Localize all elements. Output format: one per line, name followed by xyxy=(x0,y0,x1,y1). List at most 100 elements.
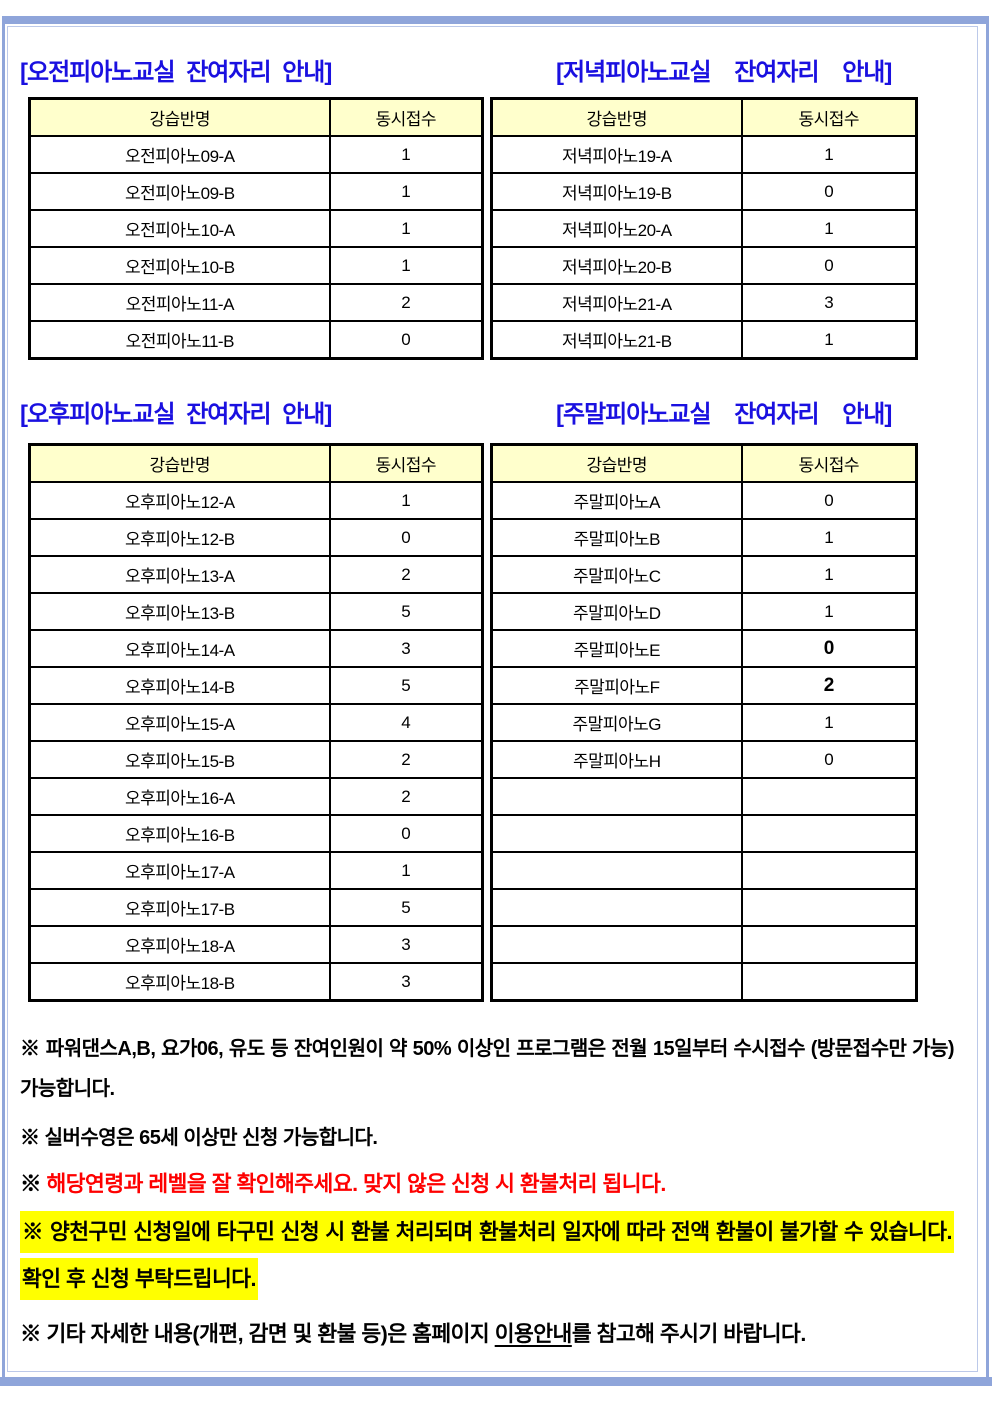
class-name-cell xyxy=(490,814,743,853)
notes-section: ※ 파워댄스A,B, 요가06, 유도 등 잔여인원이 약 50% 이상인 프로… xyxy=(20,1029,955,1353)
document-content: [오전피아노교실 잔여자리 안내] [저녁피아노교실 잔여자리 안내] 강습반명… xyxy=(8,26,984,1353)
column-header-class-name: 강습반명 xyxy=(490,97,743,137)
class-name-cell: 오후피아노14-B xyxy=(28,666,331,705)
class-name-cell: 오후피아노15-A xyxy=(28,703,331,742)
class-name-cell: 오후피아노13-B xyxy=(28,592,331,631)
class-name-cell: 오후피아노17-B xyxy=(28,888,331,927)
column-header-concurrent-count: 동시접수 xyxy=(328,97,484,137)
table-row: 오후피아노17-B 5 xyxy=(28,888,484,927)
concurrent-count-cell: 3 xyxy=(328,962,484,1002)
section-title-morning-piano: [오전피아노교실 잔여자리 안내] xyxy=(20,59,332,86)
concurrent-count-cell: 1 xyxy=(740,555,918,594)
table-row: 오후피아노13-A 2 xyxy=(28,555,484,594)
table-row: 오후피아노18-B 3 xyxy=(28,962,484,1002)
concurrent-count-cell: 2 xyxy=(328,283,484,322)
table-row: 오전피아노11-A 2 xyxy=(28,283,484,322)
concurrent-count-cell xyxy=(740,777,918,816)
note-marker: ※ xyxy=(22,1220,44,1244)
table-row: 오전피아노10-A 1 xyxy=(28,209,484,248)
class-name-cell: 오후피아노12-A xyxy=(28,481,331,520)
table-row xyxy=(490,962,918,1002)
class-name-cell: 주말피아노C xyxy=(490,555,743,594)
table-row: 오후피아노14-B 5 xyxy=(28,666,484,705)
table-row: 오전피아노09-A 1 xyxy=(28,135,484,174)
class-name-cell: 오후피아노17-A xyxy=(28,851,331,890)
frame-top-band xyxy=(2,16,989,24)
table-row: 주말피아노F 2 xyxy=(490,666,918,705)
column-header-concurrent-count: 동시접수 xyxy=(328,443,484,483)
section-1-titles: [오전피아노교실 잔여자리 안내] [저녁피아노교실 잔여자리 안내] xyxy=(8,52,984,88)
table-row: 주말피아노B 1 xyxy=(490,518,918,557)
concurrent-count-cell: 1 xyxy=(328,246,484,285)
class-name-cell xyxy=(490,851,743,890)
concurrent-count-cell xyxy=(740,814,918,853)
class-name-cell: 주말피아노E xyxy=(490,629,743,668)
class-name-cell: 오후피아노12-B xyxy=(28,518,331,557)
class-name-cell: 오후피아노16-B xyxy=(28,814,331,853)
table-row xyxy=(490,814,918,853)
table-row: 오후피아노15-A 4 xyxy=(28,703,484,742)
concurrent-count-cell: 1 xyxy=(328,135,484,174)
concurrent-count-cell: 2 xyxy=(328,777,484,816)
note-marker: ※ xyxy=(20,1172,42,1196)
table-row xyxy=(490,888,918,927)
section-2-titles: [오후피아노교실 잔여자리 안내] [주말피아노교실 잔여자리 안내] xyxy=(8,394,984,430)
class-name-cell: 오전피아노11-A xyxy=(28,283,331,322)
table-row: 주말피아노D 1 xyxy=(490,592,918,631)
class-name-cell xyxy=(490,925,743,964)
class-name-cell: 오전피아노09-B xyxy=(28,172,331,211)
table-row: 오후피아노12-B 0 xyxy=(28,518,484,557)
note-homepage-guide: ※ 기타 자세한 내용(개편, 감면 및 환불 등)은 홈페이지 이용안내를 참… xyxy=(20,1316,954,1353)
note-refund-policy-highlighted: ※ 양천구민 신청일에 타구민 신청 시 환불 처리되며 환불처리 일자에 따라… xyxy=(20,1209,954,1303)
concurrent-count-cell: 0 xyxy=(740,740,918,779)
concurrent-count-cell: 0 xyxy=(740,629,918,668)
concurrent-count-cell: 0 xyxy=(328,518,484,557)
note-text: 를 참고해 주시기 바랍니다. xyxy=(571,1322,806,1346)
class-name-cell: 저녁피아노19-A xyxy=(490,135,743,174)
concurrent-count-cell xyxy=(740,962,918,1002)
table-row: 저녁피아노19-B 0 xyxy=(490,172,918,211)
note-marker: ※ xyxy=(20,1322,42,1346)
note-marker: ※ xyxy=(20,1038,41,1060)
note-text: 기타 자세한 내용(개편, 감면 및 환불 등)은 홈페이지 xyxy=(46,1322,495,1346)
table-row: 주말피아노E 0 xyxy=(490,629,918,668)
concurrent-count-cell: 2 xyxy=(328,740,484,779)
concurrent-count-cell: 0 xyxy=(740,481,918,520)
concurrent-count-cell: 1 xyxy=(740,592,918,631)
class-name-cell: 오전피아노11-B xyxy=(28,320,331,360)
table-row: 저녁피아노20-A 1 xyxy=(490,209,918,248)
table-row xyxy=(490,851,918,890)
class-name-cell: 주말피아노G xyxy=(490,703,743,742)
concurrent-count-cell: 5 xyxy=(328,592,484,631)
table-row: 오후피아노15-B 2 xyxy=(28,740,484,779)
note-text: 실버수영은 65세 이상만 신청 가능합니다. xyxy=(44,1127,378,1149)
table-row: 오후피아노17-A 1 xyxy=(28,851,484,890)
class-name-cell: 오후피아노13-A xyxy=(28,555,331,594)
table-row: 주말피아노A 0 xyxy=(490,481,918,520)
class-name-cell: 오전피아노10-B xyxy=(28,246,331,285)
table-header-row: 강습반명 동시접수 xyxy=(490,97,918,137)
concurrent-count-cell: 5 xyxy=(328,666,484,705)
column-header-class-name: 강습반명 xyxy=(490,443,743,483)
section-title-evening-piano: [저녁피아노교실 잔여자리 안내] xyxy=(556,59,892,86)
column-header-concurrent-count: 동시접수 xyxy=(740,97,918,137)
class-name-cell: 주말피아노H xyxy=(490,740,743,779)
section-title-weekend-piano: [주말피아노교실 잔여자리 안내] xyxy=(556,401,892,428)
usage-guide-link[interactable]: 이용안내 xyxy=(494,1322,573,1346)
note-silver-swimming: ※ 실버수영은 65세 이상만 신청 가능합니다. xyxy=(20,1125,954,1151)
table-row: 오후피아노14-A 3 xyxy=(28,629,484,668)
concurrent-count-cell: 0 xyxy=(328,814,484,853)
table-row: 오전피아노10-B 1 xyxy=(28,246,484,285)
class-name-cell: 저녁피아노20-A xyxy=(490,209,743,248)
table-row: 저녁피아노19-A 1 xyxy=(490,135,918,174)
section-1-tables: 강습반명 동시접수 오전피아노09-A 1 오전피아노09-B 1 오전피아노10-A 1… xyxy=(28,97,984,360)
concurrent-count-cell: 1 xyxy=(740,209,918,248)
class-name-cell: 저녁피아노21-A xyxy=(490,283,743,322)
section-2-tables: 강습반명 동시접수 오후피아노12-A 1 오후피아노12-B 0 오후피아노13-A 2… xyxy=(28,443,984,1002)
table-row: 오후피아노16-B 0 xyxy=(28,814,484,853)
table-row xyxy=(490,925,918,964)
table-row: 저녁피아노21-B 1 xyxy=(490,320,918,360)
concurrent-count-cell xyxy=(740,851,918,890)
class-name-cell: 저녁피아노19-B xyxy=(490,172,743,211)
concurrent-count-cell: 1 xyxy=(328,851,484,890)
